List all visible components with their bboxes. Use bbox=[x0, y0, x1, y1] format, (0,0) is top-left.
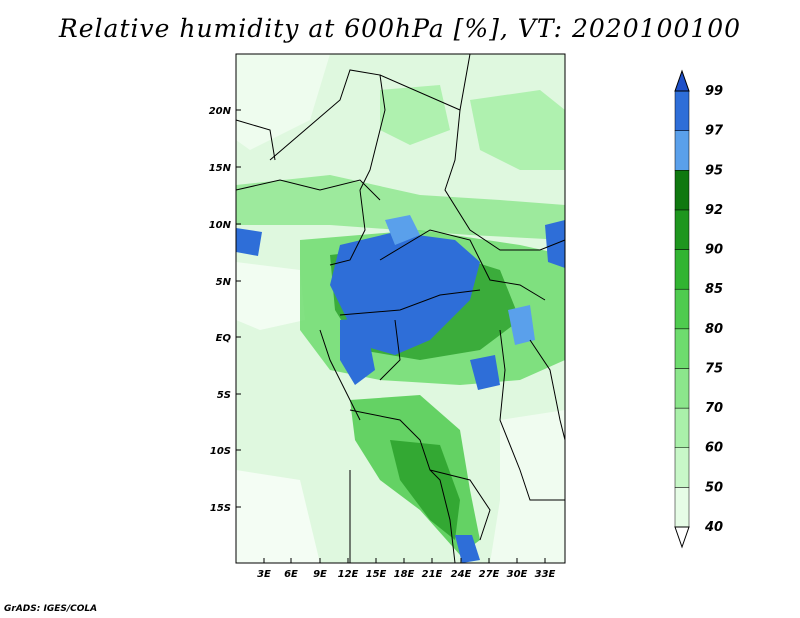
saturated-area-eastern bbox=[508, 305, 535, 345]
colorbar-label: 97 bbox=[705, 124, 724, 139]
moist-patch-northeast bbox=[470, 90, 565, 170]
colorbar-label: 80 bbox=[705, 322, 723, 337]
lon-label: 24E bbox=[451, 569, 472, 580]
colorbar-segment bbox=[674, 288, 690, 330]
colorbar-label: 70 bbox=[705, 401, 723, 416]
saturated-area-southeast bbox=[470, 355, 500, 390]
colorbar-label: 92 bbox=[705, 203, 723, 218]
colorbar-segment bbox=[674, 130, 690, 171]
colorbar-top-arrow bbox=[674, 69, 690, 92]
lat-label: 5S bbox=[217, 390, 231, 401]
border-far-north bbox=[235, 119, 276, 161]
colorbar-label: 40 bbox=[704, 520, 723, 535]
border-central bbox=[379, 229, 546, 301]
lat-ticks bbox=[236, 109, 241, 508]
colorbar-segment bbox=[674, 487, 690, 528]
map-frame bbox=[235, 53, 566, 564]
saturated-area-north bbox=[385, 215, 420, 245]
lat-label: 15S bbox=[210, 503, 231, 514]
border-central-west bbox=[329, 189, 366, 266]
lon-labels: 3E 6E 9E 12E 15E 18E 21E 24E 27E 30E 33E bbox=[257, 569, 555, 580]
colorbar-label: 99 bbox=[705, 84, 723, 99]
colorbar: 40 50 60 70 75 80 85 90 92 95 97 99 bbox=[674, 69, 724, 549]
colorbar-segment bbox=[674, 209, 690, 250]
humidity-fields bbox=[236, 54, 565, 563]
saturated-area-south bbox=[455, 535, 480, 563]
colorbar-label: 50 bbox=[705, 480, 723, 495]
saturated-area-coast bbox=[340, 318, 375, 385]
colorbar-segment bbox=[674, 328, 690, 369]
border-zambia bbox=[429, 469, 491, 541]
dry-area-southeast bbox=[490, 410, 565, 563]
lon-label: 30E bbox=[507, 569, 528, 580]
moist-band-north bbox=[236, 175, 565, 240]
lon-label: 33E bbox=[535, 569, 556, 580]
lat-labels: 20N 15N 10N 5N EQ 5S 10S 15S bbox=[209, 106, 232, 514]
humid-core-south bbox=[390, 440, 460, 540]
saturated-area-central bbox=[330, 232, 480, 355]
border-coast-west bbox=[319, 329, 361, 421]
colorbar-label: 60 bbox=[705, 441, 723, 456]
lon-label: 12E bbox=[338, 569, 359, 580]
border-sudan bbox=[444, 109, 566, 251]
lon-label: 21E bbox=[422, 569, 443, 580]
colorbar-bottom-arrow bbox=[674, 526, 690, 549]
moist-patch-north bbox=[380, 85, 450, 145]
border-central-south bbox=[339, 289, 481, 316]
border-congo-east bbox=[379, 319, 401, 381]
lat-label: 15N bbox=[209, 163, 232, 174]
lon-label: 15E bbox=[366, 569, 387, 580]
lat-label: EQ bbox=[216, 333, 232, 344]
colorbar-segment bbox=[674, 90, 690, 131]
border-east-coast bbox=[529, 339, 566, 441]
lon-label: 9E bbox=[313, 569, 327, 580]
lon-label: 27E bbox=[479, 569, 500, 580]
lon-ticks bbox=[263, 558, 546, 563]
colorbar-label: 75 bbox=[705, 361, 723, 376]
credit-text: GrADS: IGES/COLA bbox=[4, 604, 98, 614]
colorbar-segment bbox=[674, 368, 690, 409]
lat-label: 10N bbox=[209, 220, 232, 231]
dry-area-southwest bbox=[236, 470, 320, 563]
country-borders bbox=[235, 53, 566, 564]
colorbar-segment bbox=[674, 447, 690, 488]
dry-area-west-coast bbox=[236, 262, 305, 330]
lat-label: 10S bbox=[210, 446, 231, 457]
saturated-area-west bbox=[236, 228, 262, 256]
dry-area-northwest bbox=[236, 54, 330, 150]
colorbar-label: 85 bbox=[705, 282, 723, 297]
colorbar-label: 90 bbox=[705, 243, 723, 258]
colorbar-segment bbox=[674, 170, 690, 211]
lat-label: 20N bbox=[209, 106, 232, 117]
colorbar-segment bbox=[674, 249, 690, 290]
lon-label: 3E bbox=[257, 569, 271, 580]
lon-label: 6E bbox=[284, 569, 298, 580]
map-title: Relative humidity at 600hPa [%], VT: 202… bbox=[58, 14, 742, 43]
border-sahel bbox=[235, 179, 381, 201]
colorbar-label: 95 bbox=[705, 163, 723, 178]
lat-label: 5N bbox=[216, 277, 232, 288]
colorbar-segment bbox=[674, 407, 690, 448]
border-great-lakes bbox=[499, 329, 565, 501]
lon-label: 18E bbox=[394, 569, 415, 580]
